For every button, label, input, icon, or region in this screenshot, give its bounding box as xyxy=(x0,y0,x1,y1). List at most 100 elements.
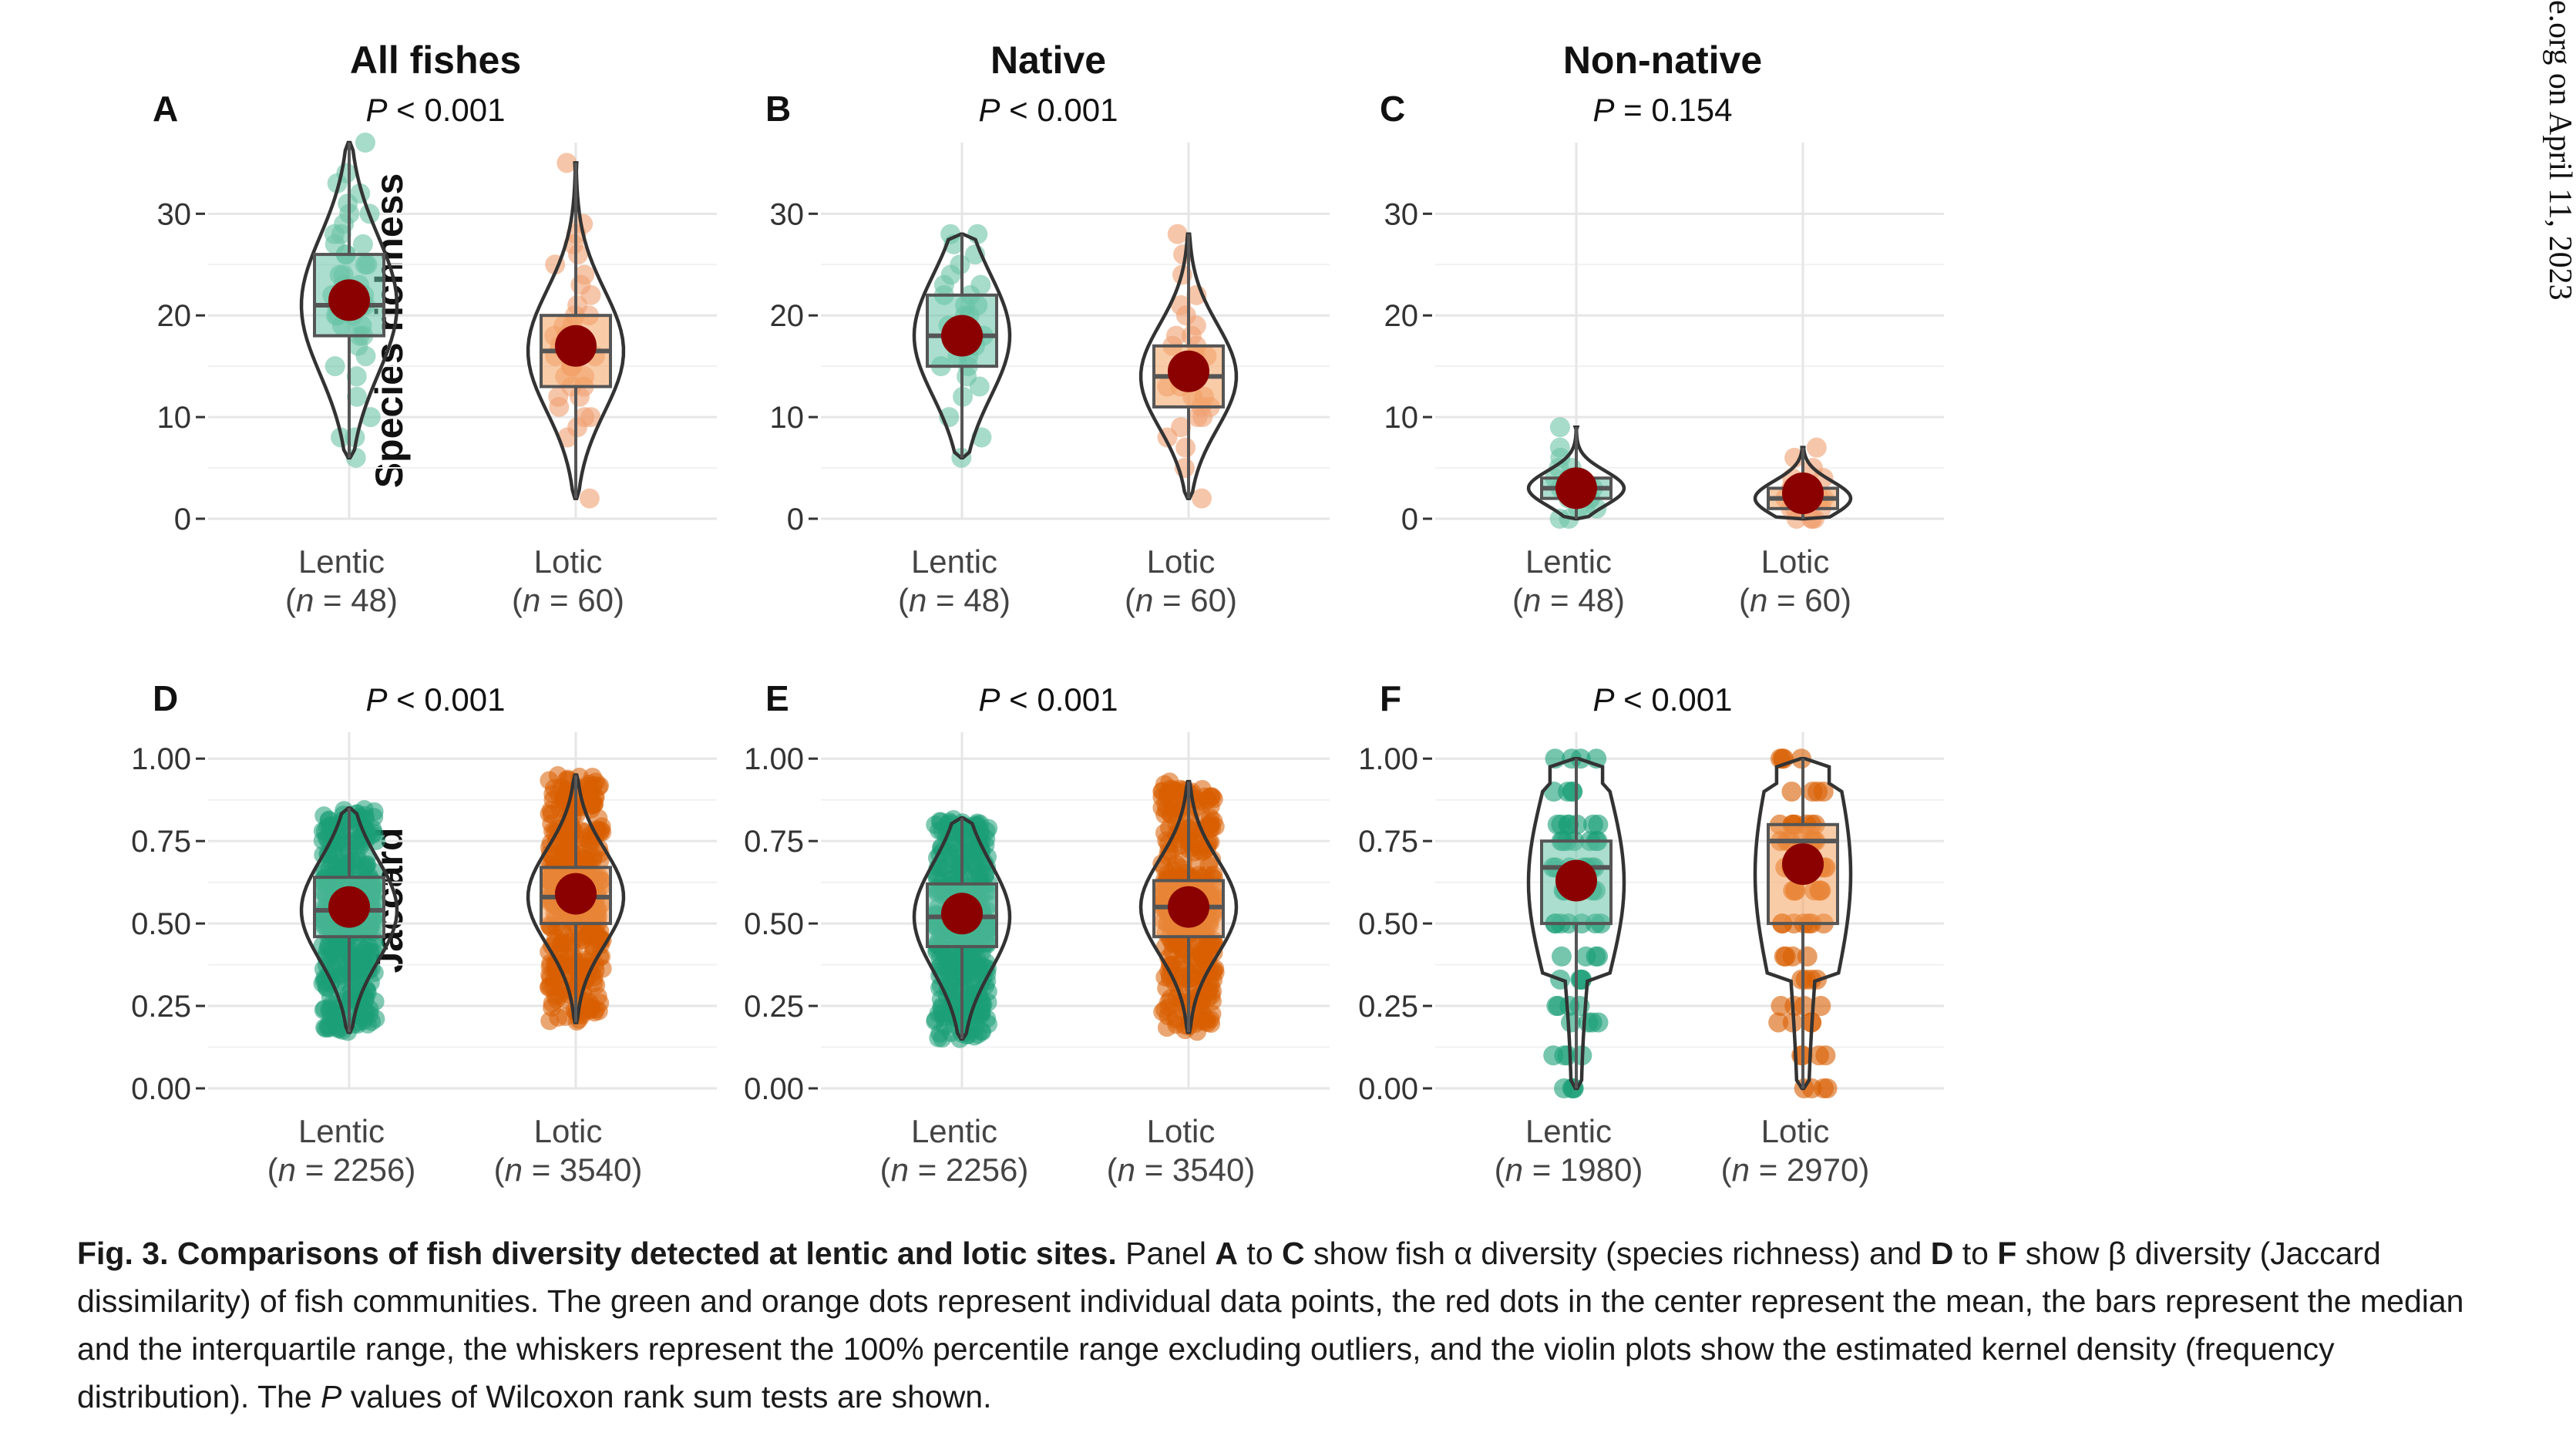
x-sample-size-label: (n = 48) xyxy=(285,582,398,618)
mean-point xyxy=(555,873,597,915)
caption-text-5: show β diversity (Jaccard dissimilarity)… xyxy=(77,1236,2464,1414)
data-point xyxy=(1806,437,1827,458)
y-tick-label: 0.50 xyxy=(131,907,191,941)
caption-panel-f: F xyxy=(1997,1236,2017,1271)
violin-outline xyxy=(1526,425,1626,521)
data-point xyxy=(1171,417,1192,438)
data-point xyxy=(540,1011,560,1031)
data-point xyxy=(1204,960,1223,980)
x-category-label: Lentic xyxy=(1525,1113,1612,1149)
violin-outline xyxy=(526,161,626,500)
data-point xyxy=(1171,858,1190,877)
y-tick-label: 0.00 xyxy=(1358,1072,1418,1106)
data-point xyxy=(1808,1045,1829,1066)
mean-point xyxy=(328,886,370,928)
data-point xyxy=(346,366,367,387)
caption-panel-d: D xyxy=(1930,1236,1954,1271)
data-point xyxy=(1583,814,1604,835)
y-tick-label: 0 xyxy=(787,503,804,536)
data-point xyxy=(356,1002,375,1021)
y-tick-label: 10 xyxy=(770,401,805,435)
x-category-label: Lotic xyxy=(534,543,603,580)
data-point xyxy=(1782,946,1803,967)
violin-outline xyxy=(1753,756,1853,1091)
x-category-label: Lotic xyxy=(1147,543,1216,580)
mean-point xyxy=(941,314,983,357)
data-point xyxy=(570,847,589,866)
data-point xyxy=(545,778,564,798)
data-point xyxy=(1198,790,1217,809)
data-point xyxy=(541,800,560,819)
mean-point xyxy=(1555,859,1597,902)
y-tick-label: 1.00 xyxy=(1358,742,1418,776)
group-lentic: Lentic(n = 48) xyxy=(898,224,1012,618)
p-value-label: P < 0.001 xyxy=(979,92,1118,128)
violin-outline xyxy=(912,815,1012,1041)
data-point xyxy=(587,1000,606,1019)
data-point xyxy=(1549,417,1570,438)
y-tick-label: 10 xyxy=(1384,401,1419,435)
group-lentic: Lentic(n = 48) xyxy=(285,133,399,618)
data-point xyxy=(970,959,989,978)
panel-letter: B xyxy=(765,89,791,129)
x-category-label: Lentic xyxy=(911,1113,997,1149)
data-point xyxy=(1784,447,1805,468)
data-point xyxy=(348,830,367,849)
data-point xyxy=(1167,224,1188,244)
data-point xyxy=(574,264,595,285)
panel-a: 0 10 20 30 A All fishes P < 0.001 Lentic(n = 48… xyxy=(153,39,717,618)
data-point xyxy=(1192,488,1212,509)
group-lentic: Lentic(n = 2256) xyxy=(267,800,416,1188)
data-point xyxy=(1202,1004,1222,1024)
x-category-label: Lentic xyxy=(911,543,997,580)
data-point xyxy=(1162,956,1181,975)
data-point xyxy=(557,153,577,173)
mean-point xyxy=(555,325,597,367)
data-point xyxy=(1551,946,1572,967)
y-tick-label: 20 xyxy=(1384,299,1419,333)
panel-title: Native xyxy=(990,39,1106,82)
x-sample-size-label: (n = 48) xyxy=(898,582,1011,618)
caption-text-2: to xyxy=(1238,1236,1283,1271)
y-tick-label: 0.25 xyxy=(131,990,191,1024)
y-tick-label: 0.75 xyxy=(131,825,191,859)
y-tick-label: 0.25 xyxy=(1358,990,1418,1024)
y-tick-label: 1.00 xyxy=(744,742,804,776)
x-sample-size-label: (n = 2256) xyxy=(267,1152,416,1188)
group-lentic: Lentic(n = 2256) xyxy=(880,810,1029,1188)
data-point xyxy=(940,224,961,244)
data-point xyxy=(1170,295,1191,316)
data-point xyxy=(573,214,594,234)
p-value-label: P < 0.001 xyxy=(1593,681,1733,718)
y-tick-label: 10 xyxy=(157,401,192,435)
caption-p-symbol: P xyxy=(321,1379,342,1414)
data-point xyxy=(546,929,565,948)
data-point xyxy=(1768,1012,1789,1033)
panel-letter: F xyxy=(1380,678,1401,718)
data-point xyxy=(583,847,603,866)
data-point xyxy=(950,254,970,275)
side-note: e.org on April 11, 2023 xyxy=(2542,0,2576,301)
data-point xyxy=(1817,1078,1838,1098)
data-point xyxy=(347,386,368,407)
panel-c: 0 10 20 30 C Non-native P = 0.154 Lentic(n = 48… xyxy=(1380,39,1944,618)
data-point xyxy=(318,817,337,836)
mean-point xyxy=(941,893,983,935)
x-sample-size-label: (n = 1980) xyxy=(1495,1152,1643,1188)
x-category-label: Lotic xyxy=(534,1113,603,1149)
data-point xyxy=(315,1018,335,1037)
caption-panel-c: C xyxy=(1282,1236,1305,1271)
data-point xyxy=(970,274,991,295)
x-sample-size-label: (n = 60) xyxy=(1125,582,1237,618)
data-point xyxy=(933,1004,952,1023)
x-category-label: Lentic xyxy=(298,1113,385,1149)
caption-panel-a: A xyxy=(1215,1236,1239,1271)
data-point xyxy=(355,133,375,153)
mean-point xyxy=(1782,472,1824,515)
y-tick-label: 0.25 xyxy=(744,990,804,1024)
data-point xyxy=(1811,996,1831,1017)
group-lotic: Lotic(n = 60) xyxy=(1739,437,1853,618)
x-category-label: Lentic xyxy=(298,543,385,580)
x-sample-size-label: (n = 2256) xyxy=(880,1152,1029,1188)
